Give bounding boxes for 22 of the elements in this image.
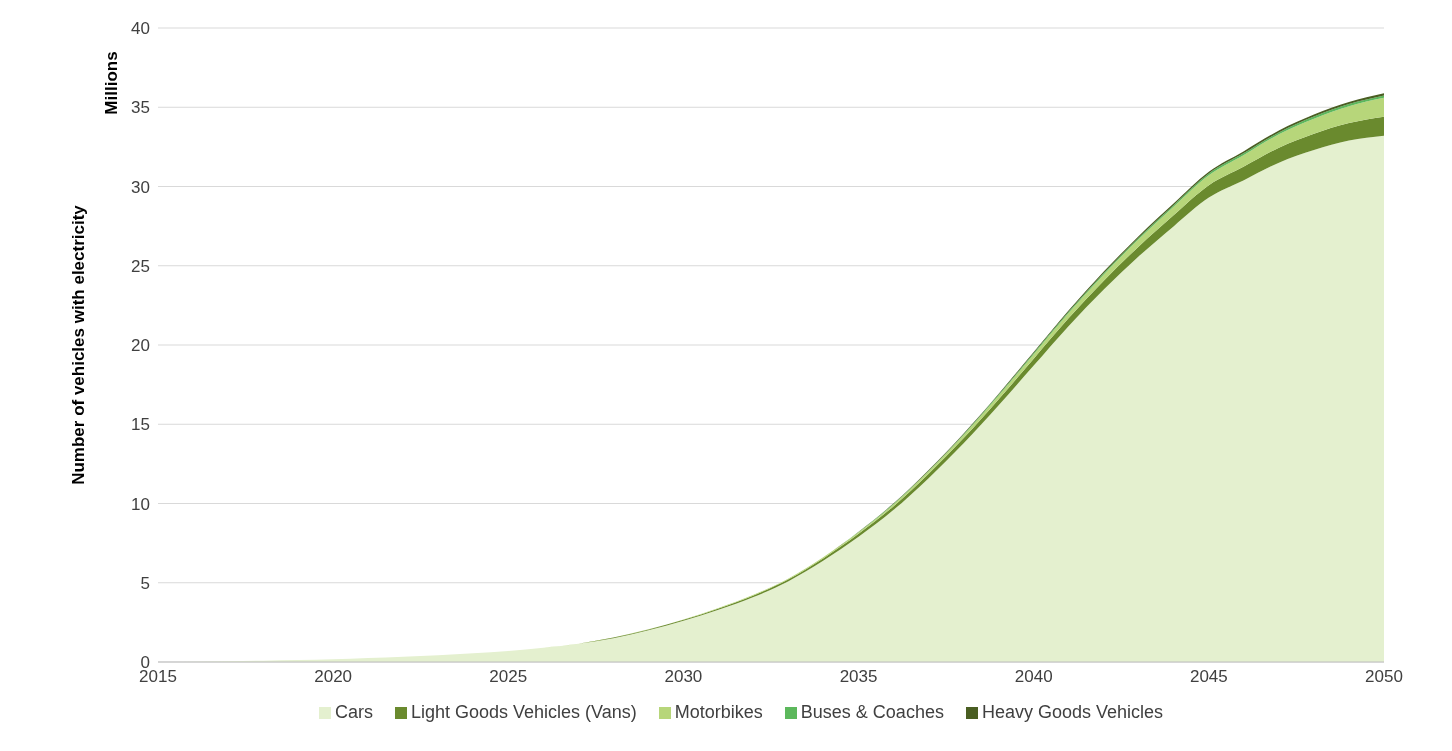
- text: Millions: [102, 51, 122, 115]
- legend-label: Motorbikes: [674, 702, 763, 723]
- x-tick-label: 2025: [489, 667, 528, 687]
- x-tick-label: 2050: [1365, 667, 1403, 687]
- x-tick-label: 2020: [314, 667, 353, 687]
- y-tick-label: 30: [131, 177, 150, 197]
- legend-label: Light Goods Vehicles (Vans): [411, 702, 637, 723]
- y-tick-label: 10: [131, 494, 150, 514]
- y-tick-label: 35: [131, 98, 150, 118]
- y-tick-label: 40: [131, 19, 150, 39]
- y-axis-title: Number of vehicles with electricity: [69, 204, 89, 485]
- x-tick-label: 2035: [839, 667, 878, 687]
- legend-label: Buses & Coaches: [800, 702, 944, 723]
- legend-label: Cars: [334, 702, 373, 723]
- y-tick-label: 15: [131, 415, 150, 435]
- x-tick-label: 2040: [1014, 667, 1053, 687]
- y-tick-label: 5: [140, 573, 150, 593]
- y-tick-label: 25: [131, 256, 150, 276]
- y-tick-label: 20: [131, 336, 150, 356]
- x-tick-label: 2045: [1189, 667, 1228, 687]
- x-tick-label: 2030: [664, 667, 703, 687]
- legend-label: Heavy Goods Vehicles: [981, 702, 1164, 723]
